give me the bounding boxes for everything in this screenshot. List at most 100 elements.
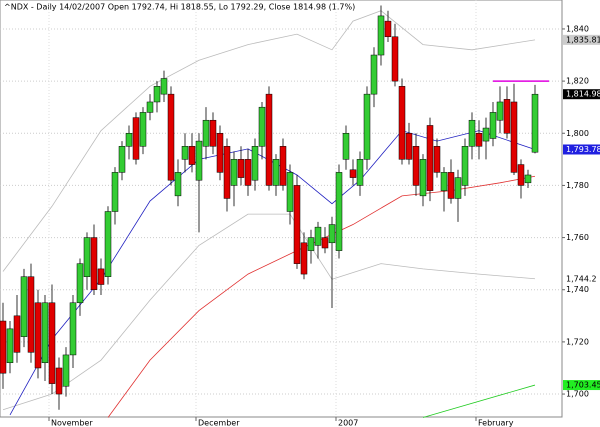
chart-title: ^NDX - Daily 14/02/2007 Open 1792.74, Hi… — [4, 3, 355, 12]
candle-body — [153, 86, 161, 103]
candle-body — [104, 211, 112, 277]
value-label: 1,835.81 — [566, 35, 600, 44]
value-label-box — [563, 144, 600, 155]
candle-body — [398, 86, 406, 160]
candle-body — [76, 263, 84, 304]
candle-body — [461, 146, 469, 186]
y-tick-label: 1,840 — [566, 24, 589, 33]
candle-body — [405, 133, 413, 160]
candle-body — [90, 237, 98, 290]
candle-body — [489, 112, 497, 139]
candle-body — [111, 172, 119, 212]
candle-body — [34, 302, 42, 369]
candle-body — [412, 146, 420, 186]
candle-body — [251, 146, 259, 181]
x-tick-label: November — [51, 419, 93, 427]
candle-body — [160, 78, 168, 95]
candle-body — [209, 119, 217, 147]
candle-body — [475, 133, 483, 147]
candle-body — [384, 20, 392, 38]
candle-body — [307, 237, 315, 251]
value-label-box — [563, 273, 600, 284]
candle-body — [468, 119, 476, 147]
candle-body — [349, 169, 357, 178]
candle-body — [454, 177, 462, 199]
candle-body — [342, 133, 350, 160]
candle-body — [0, 320, 7, 374]
candle-body — [279, 146, 287, 186]
indicator-line — [2, 213, 536, 411]
x-tick-label: February — [478, 419, 514, 427]
candle-body — [265, 93, 273, 186]
indicator-line — [422, 384, 536, 418]
candle-body — [377, 15, 385, 56]
candle-body — [230, 159, 238, 186]
value-label-box — [563, 89, 600, 100]
x-tick-label: 2007 — [338, 419, 358, 427]
y-tick-label: 1,820 — [566, 77, 589, 86]
candle-body — [41, 302, 49, 364]
candle-body — [391, 36, 399, 82]
candle-body — [6, 328, 14, 364]
y-tick-label: 1,780 — [566, 181, 589, 190]
candle-body — [517, 164, 525, 186]
candle-body — [195, 140, 203, 181]
candle-body — [524, 174, 532, 184]
candle-body — [356, 159, 364, 186]
y-tick-label: 1,720 — [566, 337, 589, 346]
candle-body — [510, 101, 518, 173]
indicator-line — [2, 10, 536, 272]
value-label-box — [563, 380, 600, 391]
candle-body — [62, 354, 70, 387]
candle-body — [300, 242, 308, 275]
candle-body — [286, 172, 294, 212]
y-tick-label: 1,760 — [566, 233, 589, 242]
candle-body — [181, 146, 189, 160]
candle-body — [419, 159, 427, 197]
candle-body — [321, 237, 329, 249]
candle-body — [55, 367, 63, 395]
candle-body — [447, 172, 455, 199]
x-tick-label: December — [198, 419, 240, 427]
candle-body — [370, 54, 378, 95]
candle-body — [433, 146, 441, 173]
plot-frame — [0, 0, 563, 418]
candle-body — [69, 302, 77, 356]
candle-body — [202, 119, 210, 147]
candle-body — [426, 125, 434, 191]
candle-body — [258, 106, 266, 147]
y-tick-label: 1,800 — [566, 129, 589, 138]
candle-body — [335, 172, 343, 251]
candle-body — [272, 159, 280, 186]
candle-body — [146, 101, 154, 113]
candle-body — [328, 224, 336, 244]
candle-body — [314, 226, 322, 246]
candle-body — [531, 93, 539, 153]
candle-body — [363, 93, 371, 160]
candle-body — [20, 276, 28, 337]
value-label: 1,703.45 — [566, 381, 600, 390]
candle-body — [237, 159, 245, 178]
value-label: 1,793.78 — [566, 145, 600, 154]
value-label: 1,744.2 — [566, 274, 597, 283]
candle-body — [293, 185, 301, 264]
candle-body — [27, 276, 35, 353]
candle-body — [482, 127, 490, 142]
candle-body — [139, 112, 147, 147]
candle-body — [440, 172, 448, 191]
candle-body — [244, 159, 252, 186]
candle-body — [188, 146, 196, 165]
candle-body — [503, 99, 511, 134]
candle-body — [223, 146, 231, 199]
candle-body — [118, 146, 126, 173]
candle-body — [97, 268, 105, 285]
candle-body — [167, 93, 175, 181]
value-label: 1,814.98 — [566, 90, 600, 99]
y-tick-label: 1,700 — [566, 390, 589, 399]
candle-body — [132, 117, 140, 160]
candle-body — [496, 101, 504, 121]
value-label-box — [563, 34, 600, 45]
candle-body — [216, 133, 224, 173]
candle-body — [13, 315, 21, 353]
